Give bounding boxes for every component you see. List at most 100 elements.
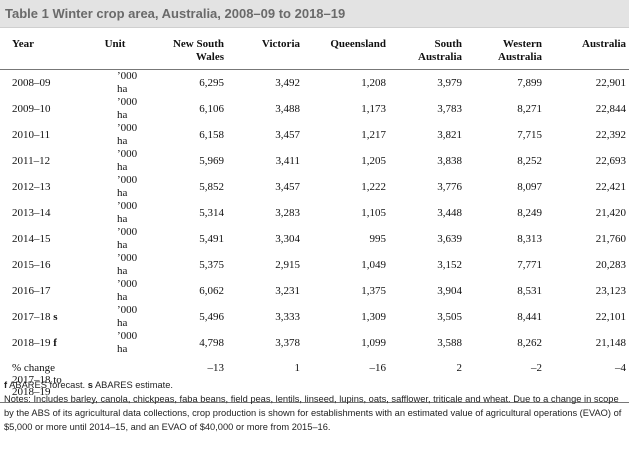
table-row: 2010–11 ’000 ha 6,158 3,457 1,217 3,821 7,715 2… bbox=[0, 122, 629, 148]
row-year-label: 2014–15 bbox=[12, 232, 51, 245]
cell-qld: 995 bbox=[369, 232, 387, 245]
cell-sa: 3,979 bbox=[437, 76, 462, 89]
change-sa: 2 bbox=[389, 356, 465, 403]
change-unit bbox=[79, 356, 151, 403]
row-year-label: 2009–10 bbox=[12, 102, 51, 115]
cell-wa: 8,252 bbox=[517, 154, 542, 167]
row-unit: ’000 ha bbox=[117, 96, 138, 121]
header-unit: Unit bbox=[79, 33, 151, 70]
cell-nsw: 5,852 bbox=[199, 180, 224, 193]
row-year-flag: s bbox=[53, 310, 58, 323]
cell-aus: 21,760 bbox=[595, 232, 626, 245]
cell-vic: 3,457 bbox=[275, 128, 300, 141]
cell-sa: 3,838 bbox=[437, 154, 462, 167]
cell-qld: 1,309 bbox=[361, 310, 386, 323]
cell-aus: 22,693 bbox=[595, 154, 626, 167]
cell-wa: 8,249 bbox=[517, 206, 542, 219]
row-unit: ’000 ha bbox=[117, 226, 138, 251]
table-row: 2013–14 ’000 ha 5,314 3,283 1,105 3,448 8,249 2… bbox=[0, 200, 629, 226]
table-row: 2008–09 ’000 ha 6,295 3,492 1,208 3,979 7,899 2… bbox=[0, 70, 629, 97]
cell-nsw: 6,295 bbox=[199, 76, 224, 89]
cell-sa: 3,152 bbox=[437, 258, 462, 271]
row-year: 2009–10 bbox=[0, 96, 79, 122]
row-unit: ’000 ha bbox=[117, 330, 138, 355]
cell-qld: 1,205 bbox=[361, 154, 386, 167]
row-year-label: 2012–13 bbox=[12, 180, 51, 193]
cell-vic: 2,915 bbox=[275, 258, 300, 271]
header-row: Year Unit New South Wales Victoria Queen… bbox=[0, 33, 629, 70]
row-year-label: 2011–12 bbox=[12, 154, 51, 167]
cell-qld: 1,049 bbox=[361, 258, 386, 271]
change-row: % change 2017–18 to 2018–19 –13 1 –16 2 … bbox=[0, 356, 629, 403]
row-year: 2016–17 bbox=[0, 278, 79, 304]
change-vic: 1 bbox=[227, 356, 303, 403]
change-nsw: –13 bbox=[151, 356, 227, 403]
row-unit: ’000 ha bbox=[117, 252, 138, 277]
cell-qld: 1,099 bbox=[361, 336, 386, 349]
footnotes: f ABARES forecast. s ABARES estimate. No… bbox=[4, 378, 626, 434]
winter-crop-area-table: Year Unit New South Wales Victoria Queen… bbox=[0, 33, 629, 403]
cell-nsw: 4,798 bbox=[199, 336, 224, 349]
row-year: 2014–15 bbox=[0, 226, 79, 252]
footnote-s-text: ABARES estimate. bbox=[92, 380, 173, 390]
cell-sa: 3,639 bbox=[437, 232, 462, 245]
row-year-label: 2008–09 bbox=[12, 76, 51, 89]
row-year-label: 2013–14 bbox=[12, 206, 51, 219]
cell-wa: 7,715 bbox=[517, 128, 542, 141]
row-year: 2018–19 f bbox=[0, 330, 79, 356]
cell-vic: 3,231 bbox=[275, 284, 300, 297]
cell-vic: 3,411 bbox=[275, 154, 300, 167]
cell-nsw: 5,969 bbox=[199, 154, 224, 167]
row-year-label: 2010–11 bbox=[12, 128, 51, 141]
cell-vic: 3,457 bbox=[275, 180, 300, 193]
cell-nsw: 5,375 bbox=[199, 258, 224, 271]
table-row: 2012–13 ’000 ha 5,852 3,457 1,222 3,776 8,097 2… bbox=[0, 174, 629, 200]
header-australia: Australia bbox=[545, 33, 629, 70]
cell-wa: 7,899 bbox=[517, 76, 542, 89]
footnote-f-text: ABARES forecast. bbox=[7, 380, 88, 390]
cell-aus: 22,101 bbox=[595, 310, 626, 323]
cell-vic: 3,378 bbox=[275, 336, 300, 349]
cell-aus: 20,283 bbox=[595, 258, 626, 271]
row-year: 2017–18 s bbox=[0, 304, 79, 330]
table-row: 2015–16 ’000 ha 5,375 2,915 1,049 3,152 7,771 2… bbox=[0, 252, 629, 278]
cell-wa: 7,771 bbox=[517, 258, 542, 271]
row-year: 2012–13 bbox=[0, 174, 79, 200]
table-row: 2016–17 ’000 ha 6,062 3,231 1,375 3,904 8,531 2… bbox=[0, 278, 629, 304]
row-year-label: 2016–17 bbox=[12, 284, 51, 297]
cell-aus: 22,392 bbox=[595, 128, 626, 141]
row-unit: ’000 ha bbox=[117, 70, 138, 95]
cell-nsw: 6,062 bbox=[199, 284, 224, 297]
header-south-australia: South Australia bbox=[389, 33, 465, 70]
cell-vic: 3,492 bbox=[275, 76, 300, 89]
cell-wa: 8,097 bbox=[517, 180, 542, 193]
row-unit: ’000 ha bbox=[117, 148, 138, 173]
table-title: Table 1 Winter crop area, Australia, 200… bbox=[5, 6, 346, 21]
cell-sa: 3,505 bbox=[437, 310, 462, 323]
row-year: 2013–14 bbox=[0, 200, 79, 226]
cell-qld: 1,222 bbox=[361, 180, 386, 193]
row-year-flag: f bbox=[53, 336, 57, 349]
table-row: 2014–15 ’000 ha 5,491 3,304 995 3,639 8,313 21,… bbox=[0, 226, 629, 252]
row-year-label: 2018–19 bbox=[12, 336, 51, 349]
footnote-s-flag: s bbox=[87, 380, 93, 390]
cell-aus: 22,844 bbox=[595, 102, 626, 115]
row-year: 2010–11 bbox=[0, 122, 79, 148]
row-year: 2015–16 bbox=[0, 252, 79, 278]
table-row: 2017–18 s ’000 ha 5,496 3,333 1,309 3,505 8,44… bbox=[0, 304, 629, 330]
cell-aus: 21,420 bbox=[595, 206, 626, 219]
cell-wa: 8,271 bbox=[517, 102, 542, 115]
cell-qld: 1,217 bbox=[361, 128, 386, 141]
cell-nsw: 5,496 bbox=[199, 310, 224, 323]
cell-vic: 3,488 bbox=[275, 102, 300, 115]
cell-sa: 3,588 bbox=[437, 336, 462, 349]
cell-nsw: 5,314 bbox=[199, 206, 224, 219]
change-qld: –16 bbox=[303, 356, 389, 403]
header-year: Year bbox=[0, 33, 79, 70]
change-label: % change 2017–18 to 2018–19 bbox=[0, 356, 79, 403]
footnote-flags: f ABARES forecast. s ABARES estimate. bbox=[4, 378, 626, 392]
cell-qld: 1,208 bbox=[361, 76, 386, 89]
table-row: 2009–10 ’000 ha 6,106 3,488 1,173 3,783 8,271 2… bbox=[0, 96, 629, 122]
cell-nsw: 5,491 bbox=[199, 232, 224, 245]
